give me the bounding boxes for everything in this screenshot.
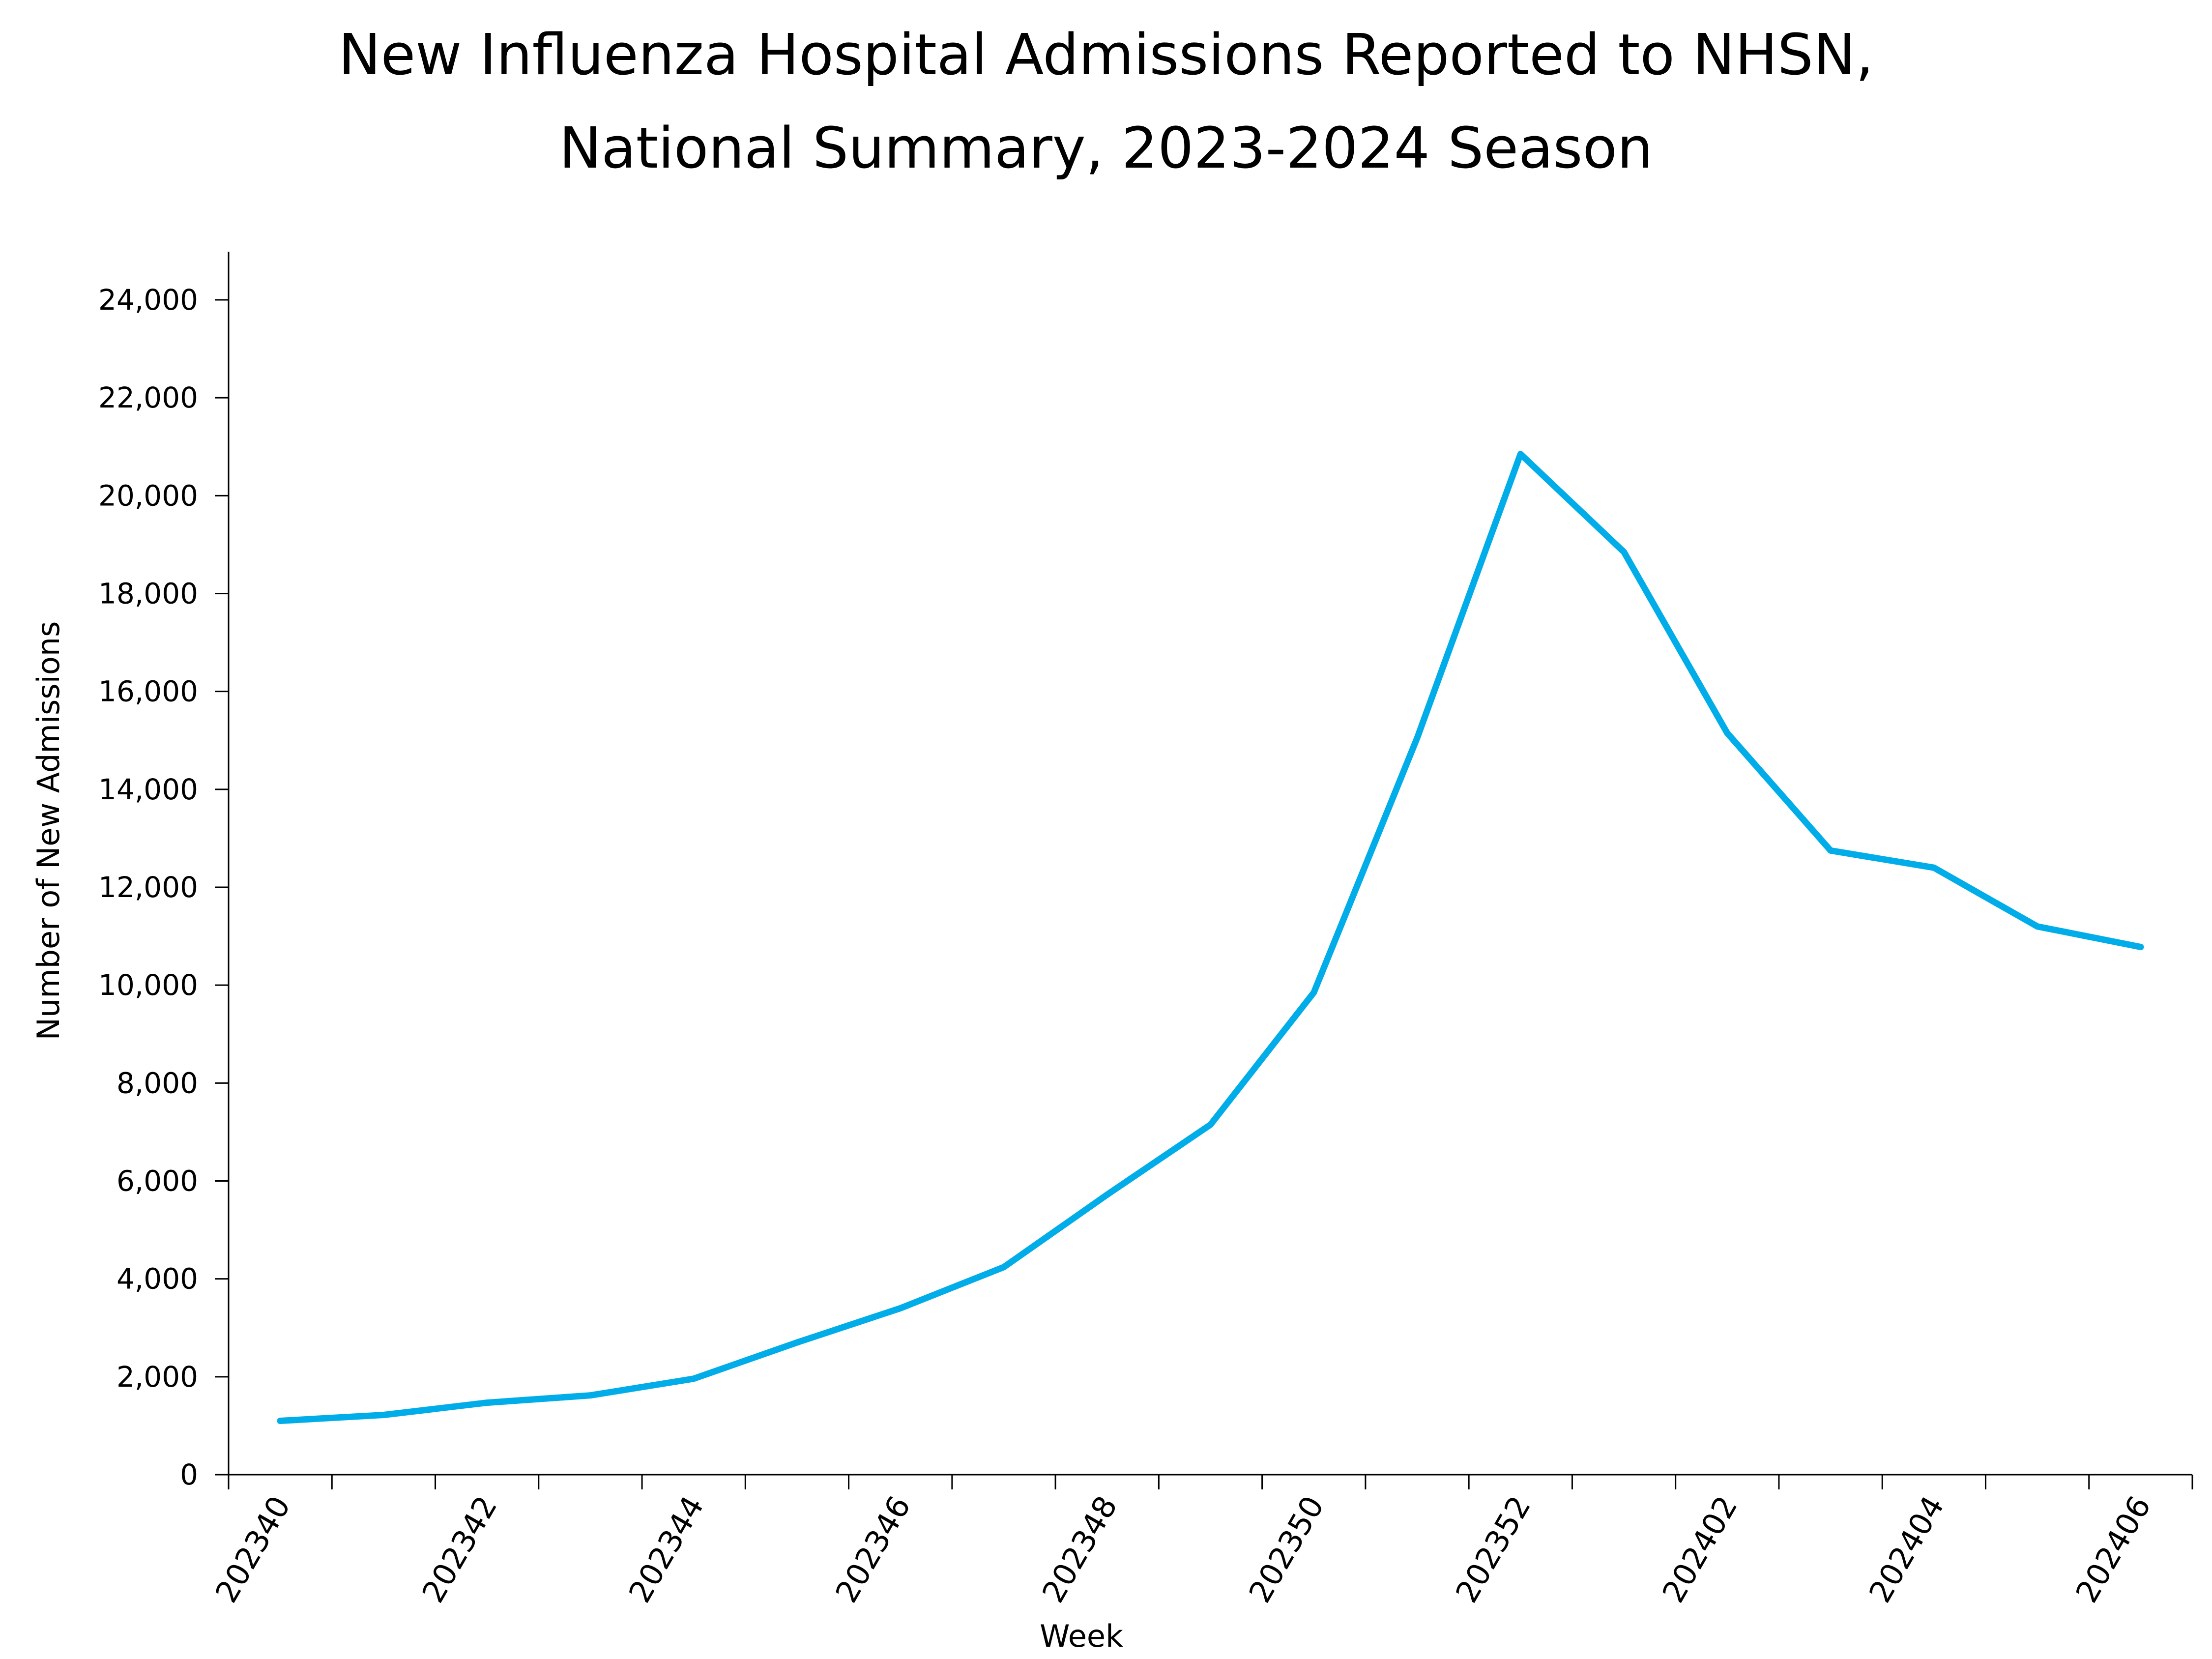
x-tick-label: 202342: [415, 1490, 504, 1608]
y-tick-label: 24,000: [98, 283, 198, 317]
x-tick-label: 202344: [622, 1490, 711, 1608]
series-line: [277, 451, 2144, 1424]
y-tick-label: 2,000: [116, 1360, 198, 1394]
y-tick-label: 8,000: [116, 1066, 198, 1100]
x-tick-label: 202346: [828, 1490, 918, 1608]
y-axis-title: Number of New Admissions: [30, 621, 66, 1041]
y-tick-label: 22,000: [98, 381, 198, 414]
y-tick-label: 4,000: [116, 1262, 198, 1296]
y-tick-label: 6,000: [116, 1164, 198, 1198]
chart-title-line-1: New Influenza Hospital Admissions Report…: [338, 22, 1874, 88]
x-tick-label: 202406: [2068, 1490, 2158, 1608]
x-axis-title: Week: [1040, 1618, 1123, 1654]
x-tick-label: 202404: [1862, 1490, 1951, 1608]
x-tick-label: 202402: [1655, 1490, 1745, 1608]
y-tick-label: 18,000: [98, 577, 198, 611]
series-group: [277, 451, 2144, 1424]
y-tick-label: 12,000: [98, 871, 198, 904]
x-tick-label: 202340: [208, 1490, 298, 1608]
y-tick-label: 20,000: [98, 479, 198, 512]
chart-title-line-2: National Summary, 2023-2024 Season: [559, 116, 1653, 181]
x-tick-label: 202350: [1242, 1490, 1331, 1608]
axes: [228, 252, 2192, 1476]
x-axis-ticks: 202340 202342 202344 202346 202348 202350 2023…: [208, 1475, 2193, 1608]
x-tick-label: 202348: [1035, 1490, 1125, 1608]
x-tick-label: 202352: [1449, 1490, 1538, 1608]
y-tick-label: 10,000: [98, 968, 198, 1002]
y-tick-label: 14,000: [98, 773, 198, 806]
y-tick-label: 16,000: [98, 675, 198, 708]
y-tick-label: 0: [180, 1458, 198, 1491]
y-axis-ticks: 0 2,000 4,000 6,000 8,000 10,000 12,000 14,000 1…: [98, 283, 229, 1491]
